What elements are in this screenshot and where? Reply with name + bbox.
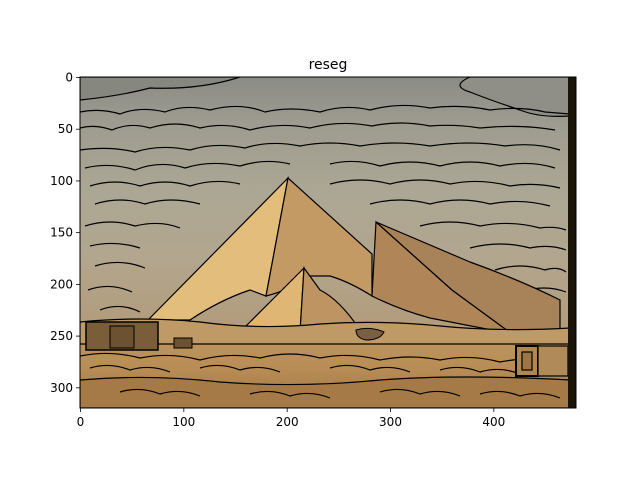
pyramid-left-shadow-face [265, 176, 373, 298]
sky-segment-right-dark [459, 77, 571, 117]
edge-strip [568, 77, 576, 408]
x-axis: 0 100 200 300 400 [77, 408, 505, 429]
y-tick-label: 50 [58, 122, 73, 136]
y-axis: 0 50 100 150 200 250 300 [50, 71, 80, 395]
y-tick-label: 100 [50, 174, 73, 188]
ground-boundaries [80, 352, 567, 399]
building-left-window [109, 325, 135, 349]
segmented-image [80, 77, 576, 408]
y-tick-label: 150 [50, 226, 73, 240]
x-tick-label: 200 [276, 415, 299, 429]
wall-right [537, 345, 569, 377]
x-tick-label: 300 [379, 415, 402, 429]
y-tick-label: 200 [50, 277, 73, 291]
x-tick-label: 0 [77, 415, 85, 429]
dark-patch [355, 327, 385, 341]
y-tick-label: 250 [50, 329, 73, 343]
ground-band-top [80, 318, 571, 345]
building-small [173, 337, 193, 349]
x-tick-label: 100 [172, 415, 195, 429]
y-tick-label: 0 [65, 71, 73, 85]
sky-segment-dark [80, 77, 241, 101]
axes-frame [79, 76, 577, 409]
ground-band-bottom [80, 376, 571, 408]
pyramid-left-light-face [146, 176, 289, 321]
structure-right-inner [521, 351, 533, 371]
figure-title: reseg [309, 57, 348, 73]
y-tick-label: 300 [50, 381, 73, 395]
x-tick-label: 400 [482, 415, 505, 429]
